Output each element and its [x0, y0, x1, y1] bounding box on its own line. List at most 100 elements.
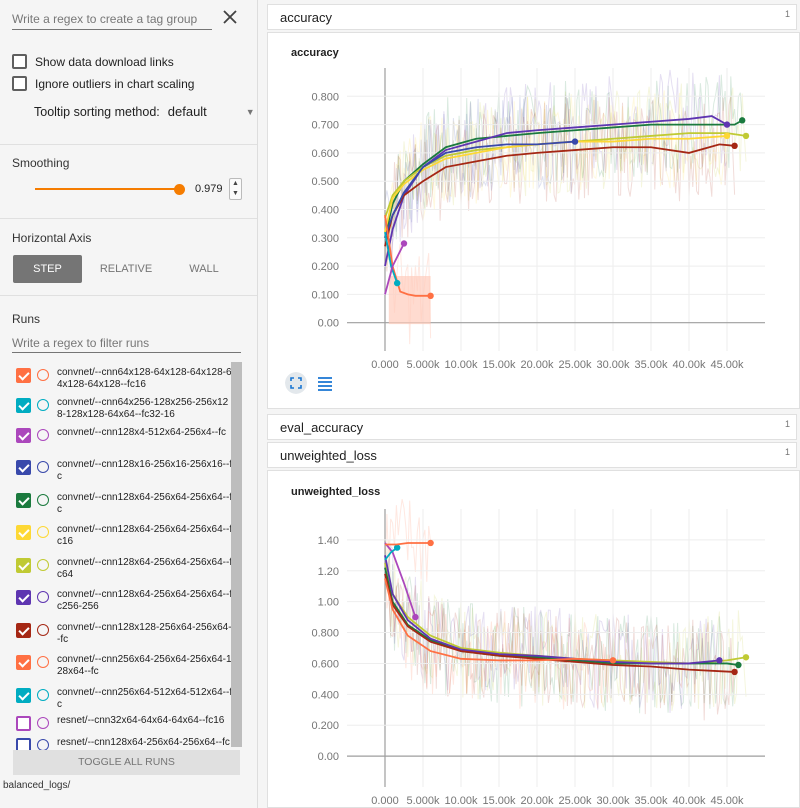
run-color-swatch[interactable]: [37, 461, 49, 473]
series-line[interactable]: [384, 578, 614, 662]
x-tick-label: 0.000: [371, 359, 399, 371]
series-endpoint[interactable]: [716, 657, 723, 664]
run-item[interactable]: resnet/--cnn32x64-64x64-64x64--fc16: [16, 715, 236, 731]
ignore-outliers-checkbox[interactable]: [12, 76, 27, 91]
data-list-icon[interactable]: [314, 372, 336, 394]
run-color-swatch[interactable]: [37, 399, 49, 411]
run-checkbox[interactable]: [16, 738, 31, 750]
show-download-checkbox[interactable]: [12, 54, 27, 69]
run-item[interactable]: convnet/--cnn128x4-512x64-256x4--fc: [16, 427, 236, 443]
run-item[interactable]: convnet/--cnn256x64-256x64-256x64-128x64…: [16, 654, 236, 678]
panel-header-accuracy[interactable]: accuracy 1: [267, 4, 797, 30]
close-icon[interactable]: [219, 6, 241, 28]
axis-step-button[interactable]: STEP: [13, 255, 82, 283]
series-endpoint[interactable]: [412, 613, 419, 621]
smoothing-slider-knob[interactable]: [174, 184, 185, 195]
x-tick-label: 0.000: [371, 795, 399, 807]
run-item[interactable]: convnet/--cnn64x128-64x128-64x128-64x128…: [16, 367, 236, 391]
run-item[interactable]: convnet/--cnn128x64-256x64-256x64--fc64: [16, 557, 236, 581]
run-color-swatch[interactable]: [37, 429, 49, 441]
run-checkbox[interactable]: [16, 623, 31, 638]
series-endpoint[interactable]: [393, 544, 401, 551]
loss-chart[interactable]: 0.000 5.000k 10.00k 15.00k 20.00k 25.00k 30.00…: [268, 471, 799, 808]
fullscreen-icon[interactable]: [285, 372, 307, 394]
panel-header-unweighted-loss[interactable]: unweighted_loss 1: [267, 442, 797, 468]
panel-header-eval-accuracy[interactable]: eval_accuracy 1: [267, 414, 797, 440]
series-line[interactable]: [384, 573, 735, 673]
run-color-swatch[interactable]: [37, 591, 49, 603]
series-line[interactable]: [384, 231, 399, 284]
series-endpoint[interactable]: [723, 132, 731, 140]
series-endpoint[interactable]: [742, 654, 750, 661]
run-item[interactable]: convnet/--cnn256x64-512x64-512x64--fc: [16, 687, 236, 711]
run-checkbox[interactable]: [16, 590, 31, 605]
run-checkbox[interactable]: [16, 428, 31, 443]
smoothing-slider[interactable]: [35, 188, 179, 190]
series-endpoint[interactable]: [731, 668, 738, 676]
series-line[interactable]: [384, 135, 728, 233]
run-item[interactable]: convnet/--cnn128x64-256x64-256x64--fc: [16, 492, 236, 516]
series-line[interactable]: [384, 140, 576, 239]
series-endpoint[interactable]: [735, 661, 742, 669]
axis-relative-button[interactable]: RELATIVE: [99, 263, 153, 275]
run-checkbox[interactable]: [16, 493, 31, 508]
run-checkbox[interactable]: [16, 558, 31, 573]
x-tick-label: 40.00k: [672, 359, 706, 371]
series-endpoint[interactable]: [742, 132, 750, 140]
run-color-swatch[interactable]: [37, 689, 49, 701]
series-line[interactable]: [384, 243, 405, 295]
series-endpoint[interactable]: [427, 292, 434, 300]
run-item[interactable]: convnet/--cnn128x64-256x64-256x64--fc16: [16, 524, 236, 548]
run-checkbox[interactable]: [16, 688, 31, 703]
run-color-swatch[interactable]: [37, 369, 49, 381]
series-endpoint[interactable]: [609, 657, 617, 664]
run-color-swatch[interactable]: [37, 559, 49, 571]
run-color-swatch[interactable]: [37, 624, 49, 636]
run-item[interactable]: convnet/--cnn64x256-128x256-256x128-128x…: [16, 397, 236, 421]
series-endpoint[interactable]: [427, 539, 434, 547]
run-checkbox[interactable]: [16, 368, 31, 383]
chart-title: unweighted_loss: [291, 486, 381, 498]
series-line[interactable]: [384, 555, 720, 665]
series-endpoint[interactable]: [571, 138, 579, 145]
run-checkbox[interactable]: [16, 716, 31, 731]
run-item[interactable]: resnet/--cnn128x64-256x64-256x64--fc: [16, 737, 236, 750]
run-color-swatch[interactable]: [37, 739, 49, 750]
runs-scrollbar[interactable]: [231, 362, 242, 747]
series-endpoint[interactable]: [400, 240, 408, 247]
tooltip-sorting-select[interactable]: default: [167, 104, 207, 119]
run-checkbox[interactable]: [16, 398, 31, 413]
y-tick-label: 1.00: [318, 597, 339, 609]
smoothing-stepper[interactable]: ▲ ▼: [229, 178, 242, 200]
series-endpoint[interactable]: [393, 279, 401, 287]
tag-regex-input[interactable]: [12, 8, 212, 30]
run-color-swatch[interactable]: [37, 656, 49, 668]
run-item[interactable]: convnet/--cnn128x64-256x64-256x64--fc256…: [16, 589, 236, 613]
axis-wall-button[interactable]: WALL: [189, 263, 219, 275]
y-tick-label: 0.800: [311, 91, 339, 103]
run-item[interactable]: convnet/--cnn128x128-256x64-256x64--fc: [16, 622, 236, 646]
toggle-all-runs-button[interactable]: TOGGLE ALL RUNS: [13, 750, 240, 775]
ignore-outliers-row[interactable]: Ignore outliers in chart scaling: [12, 76, 194, 91]
chevron-down-icon[interactable]: ▼: [245, 106, 255, 117]
accuracy-chart[interactable]: 0.000 5.000k 10.00k 15.00k 20.00k 25.00k 30.00…: [268, 33, 799, 378]
run-checkbox[interactable]: [16, 655, 31, 670]
series-line[interactable]: [384, 115, 728, 267]
run-item[interactable]: convnet/--cnn128x16-256x16-256x16--fc: [16, 459, 236, 483]
series-endpoint[interactable]: [731, 142, 738, 150]
run-checkbox[interactable]: [16, 460, 31, 475]
runs-filter-input[interactable]: [12, 333, 241, 353]
series-endpoint[interactable]: [723, 121, 731, 128]
y-tick-label: 0.100: [311, 289, 339, 301]
series-endpoint[interactable]: [739, 117, 746, 124]
series-line[interactable]: [384, 542, 417, 618]
series-line[interactable]: [385, 542, 431, 546]
run-color-swatch[interactable]: [37, 526, 49, 538]
run-color-swatch[interactable]: [37, 494, 49, 506]
show-download-row[interactable]: Show data download links: [12, 54, 174, 69]
x-tick-label: 5.000k: [406, 359, 440, 371]
run-checkbox[interactable]: [16, 525, 31, 540]
run-color-swatch[interactable]: [37, 717, 49, 729]
panel-title: unweighted_loss: [280, 448, 377, 463]
series-line[interactable]: [384, 143, 735, 247]
